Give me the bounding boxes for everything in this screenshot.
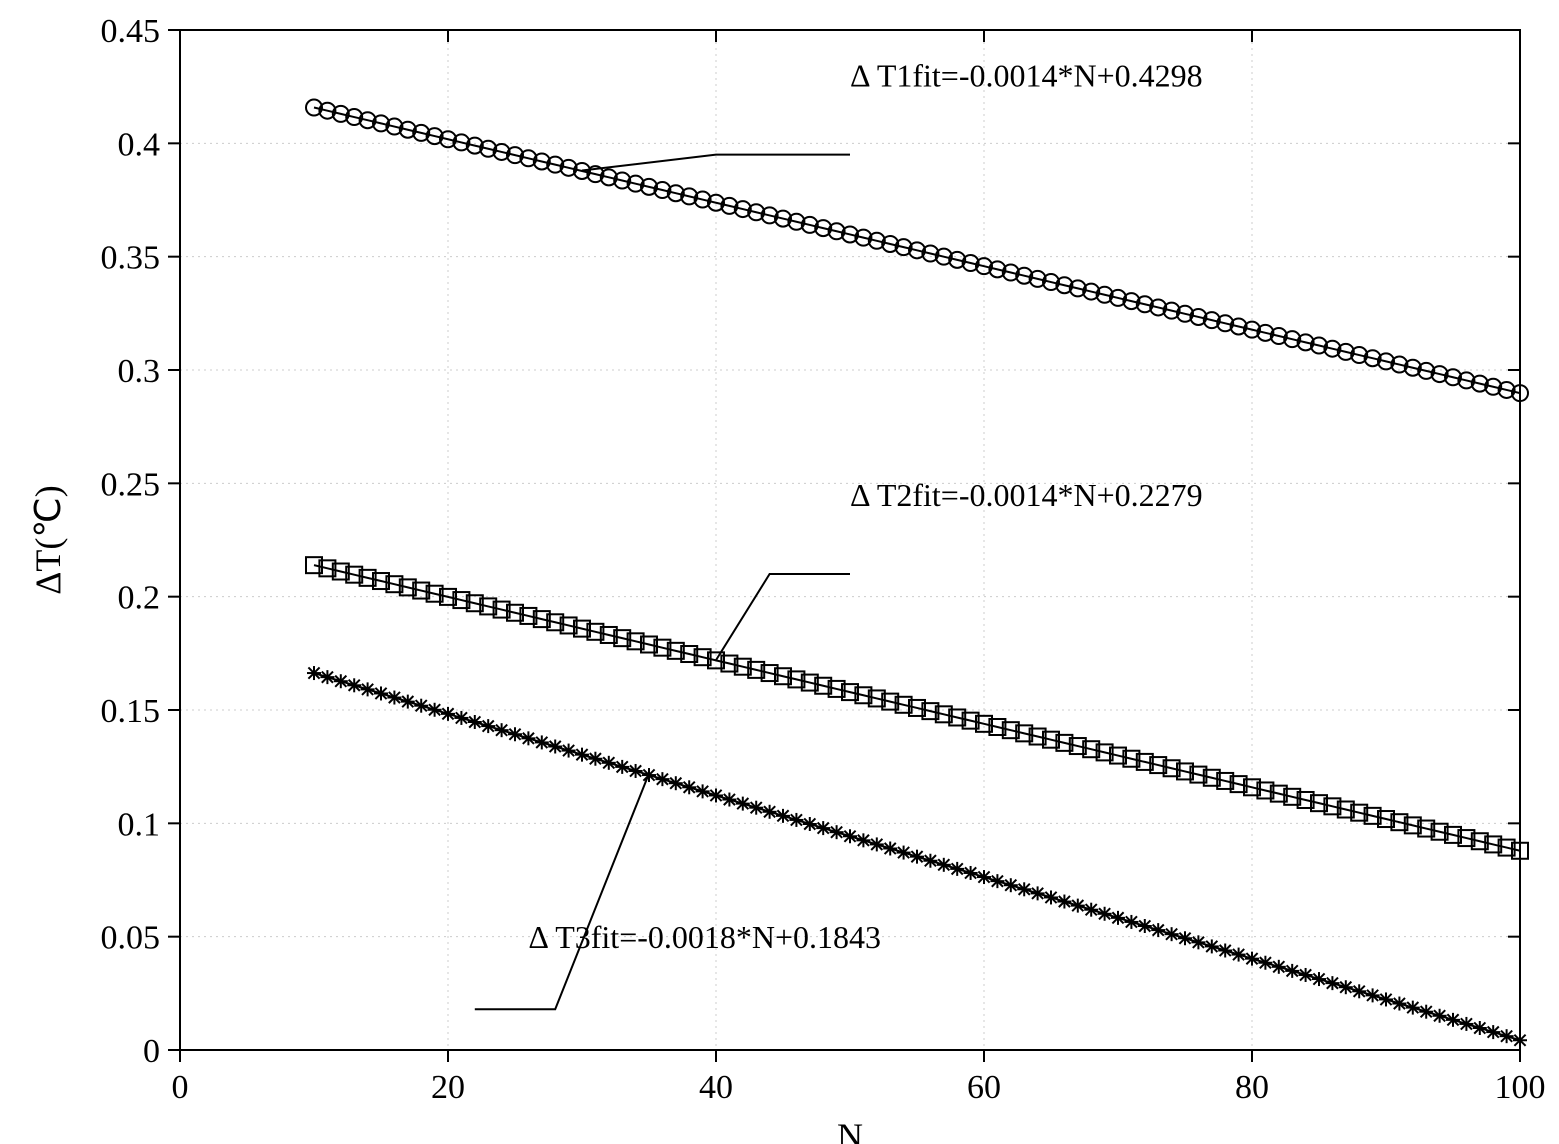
x-tick-label: 60 bbox=[967, 1069, 1001, 1106]
y-tick-label: 0.25 bbox=[101, 466, 161, 503]
y-tick-label: 0.3 bbox=[118, 353, 161, 390]
y-tick-label: 0.1 bbox=[118, 806, 161, 843]
annotation-text: Δ T1fit=-0.0014*N+0.4298 bbox=[850, 58, 1203, 94]
y-axis-label: ΔT(℃) bbox=[28, 485, 68, 595]
chart-bg bbox=[0, 0, 1559, 1144]
annotation-text: Δ T2fit=-0.0014*N+0.2279 bbox=[850, 477, 1203, 513]
x-tick-label: 20 bbox=[431, 1069, 465, 1106]
y-tick-label: 0.15 bbox=[101, 693, 161, 730]
x-tick-label: 0 bbox=[172, 1069, 189, 1106]
y-tick-label: 0 bbox=[143, 1033, 160, 1070]
x-axis-label: N bbox=[837, 1116, 863, 1144]
y-tick-label: 0.4 bbox=[118, 126, 161, 163]
x-tick-label: 40 bbox=[699, 1069, 733, 1106]
x-tick-label: 80 bbox=[1235, 1069, 1269, 1106]
chart-container: 0 20 40 60 80 100 N 0 0.05 0.1 0.15 0.2 0.25 0.3 0.35 0… bbox=[0, 0, 1559, 1144]
annotation-text: Δ T3fit=-0.0018*N+0.1843 bbox=[528, 919, 881, 955]
x-tick-label: 100 bbox=[1495, 1069, 1546, 1106]
chart-svg: 0 20 40 60 80 100 N 0 0.05 0.1 0.15 0.2 0.25 0.3 0.35 0… bbox=[0, 0, 1559, 1144]
y-tick-label: 0.05 bbox=[101, 920, 161, 957]
y-tick-label: 0.45 bbox=[101, 13, 161, 50]
y-tick-label: 0.2 bbox=[118, 580, 161, 617]
y-tick-label: 0.35 bbox=[101, 240, 161, 277]
